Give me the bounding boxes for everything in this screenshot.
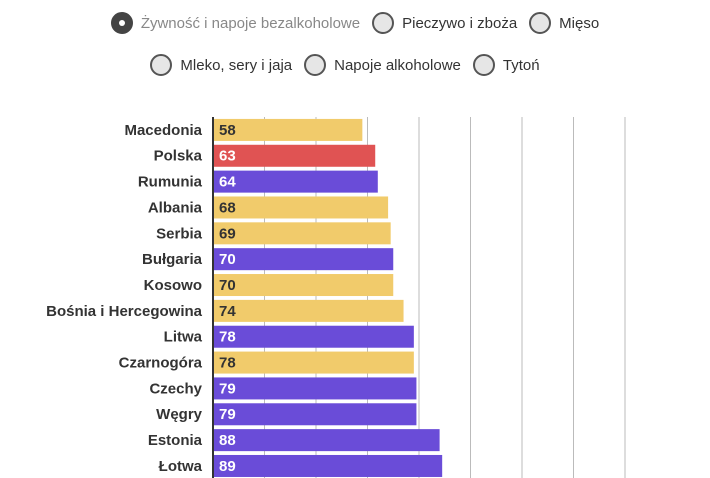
y-tick-label: Kosowo [144, 277, 202, 294]
radio-option[interactable]: Mięso [529, 10, 599, 36]
y-tick-label: Rumunia [138, 174, 203, 191]
radio-label[interactable]: Tytoń [502, 56, 540, 74]
value-label: 64 [219, 174, 236, 191]
bar [213, 248, 394, 271]
radio-button[interactable] [529, 12, 552, 34]
y-tick-label: Bułgaria [142, 251, 203, 268]
bar [213, 351, 414, 374]
value-label: 74 [219, 303, 236, 320]
radio-option[interactable]: Tytoń [472, 52, 540, 78]
bar [213, 299, 404, 322]
bar [213, 274, 394, 297]
radio-option[interactable]: Napoje alkoholowe [304, 52, 461, 78]
y-tick-label: Litwa [164, 329, 203, 346]
y-tick-label: Polska [154, 148, 203, 165]
value-label: 89 [219, 458, 236, 475]
y-tick-label: Bośnia i Hercegowina [46, 303, 203, 320]
y-tick-label: Łotwa [159, 458, 203, 475]
bar [213, 118, 363, 141]
radio-button[interactable] [472, 54, 495, 76]
filter-group: Żywność i napoje bezalkoholowe Pieczywo i… [0, 10, 710, 78]
radio-option[interactable]: Żywność i napoje bezalkoholowe [110, 10, 361, 36]
value-label: 70 [219, 251, 236, 268]
value-label: 79 [219, 406, 236, 423]
radio-button[interactable] [304, 54, 327, 76]
bar [213, 196, 389, 219]
radio-label[interactable]: Pieczywo i zboża [402, 14, 518, 32]
radio-option[interactable]: Pieczywo i zboża [372, 10, 517, 36]
radio-label[interactable]: Mleko, sery i jaja [180, 56, 293, 74]
value-label: 78 [219, 329, 236, 346]
y-tick-label: Węgry [156, 406, 203, 423]
bar [213, 325, 414, 348]
radio-button[interactable] [110, 12, 133, 34]
bar [213, 403, 417, 426]
radio-label[interactable]: Napoje alkoholowe [334, 56, 461, 74]
bar [213, 170, 378, 193]
radio-label[interactable]: Mięso [559, 14, 600, 32]
y-tick-label: Serbia [156, 225, 203, 242]
bar [213, 222, 391, 245]
bar [213, 377, 417, 400]
radio-label[interactable]: Żywność i napoje bezalkoholowe [140, 14, 361, 32]
y-tick-label: Estonia [148, 432, 203, 449]
y-tick-label: Albania [148, 199, 203, 216]
bar [213, 429, 440, 452]
value-label: 79 [219, 380, 236, 397]
value-label: 88 [219, 432, 236, 449]
bar [213, 144, 376, 167]
y-tick-label: Czarnogóra [119, 355, 203, 372]
value-label: 69 [219, 225, 236, 242]
value-label: 58 [219, 122, 236, 139]
radio-button[interactable] [150, 54, 173, 76]
y-tick-label: Czechy [149, 380, 202, 397]
y-tick-label: Macedonia [124, 122, 202, 139]
bar [213, 454, 443, 477]
value-label: 78 [219, 355, 236, 372]
value-label: 68 [219, 199, 236, 216]
value-label: 70 [219, 277, 236, 294]
value-label: 63 [219, 148, 236, 165]
radio-button[interactable] [372, 12, 395, 34]
radio-option[interactable]: Mleko, sery i jaja [150, 52, 292, 78]
